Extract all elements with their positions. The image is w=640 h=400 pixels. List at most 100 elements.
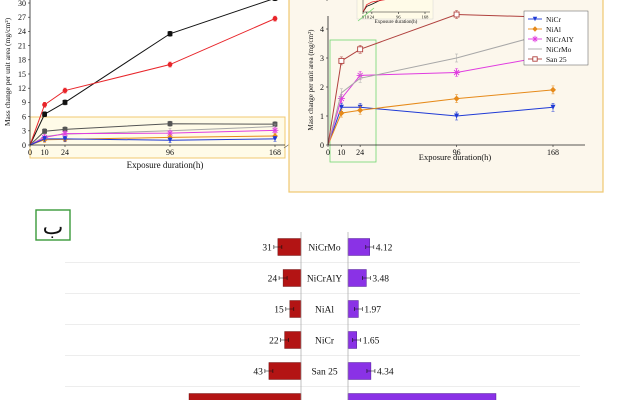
zoom-x-tick-label: 168 xyxy=(547,148,559,157)
main-point-nicraly xyxy=(271,126,279,134)
main-chart: 0 3 6 9 12 15 18 21 24 27 30 0 10 24 96 168 Exposure d… xyxy=(3,0,286,170)
right-bar-extra xyxy=(347,393,497,400)
zoom-error-bar-nicrmo xyxy=(358,74,362,83)
right-bar-error xyxy=(365,245,375,249)
main-point-san-25 xyxy=(42,128,47,134)
main-point-nicr xyxy=(272,136,278,142)
legend-label-nicrmo: NiCrMo xyxy=(546,45,572,54)
panel-label-text: ب xyxy=(43,214,64,239)
main-point-nial xyxy=(272,133,278,139)
zoom-x-tick-label: 24 xyxy=(356,148,364,157)
left-value-label: 31 xyxy=(262,244,272,254)
zoom-point-nicr xyxy=(338,104,344,110)
zoom-point-nial xyxy=(338,110,345,117)
mini-x-axis-title: Exposure duration(h) xyxy=(375,20,418,25)
zoom-error-bar-nicrmo xyxy=(339,88,343,98)
butterfly-chart: NiCrMo 31 4.12 NiCrAlY 24 3.48 NiAl 15 1.97 NiCr 2… xyxy=(65,232,580,400)
left-bar-error xyxy=(264,369,274,373)
zoom-point-nicraly xyxy=(337,95,345,103)
mini-x-tick-label: 10 xyxy=(364,15,369,20)
main-y-tick-label: 9 xyxy=(22,98,26,107)
zoom-error-bar-nicrmo xyxy=(455,53,459,63)
main-point-black xyxy=(272,0,278,1)
right-bar-error xyxy=(362,276,371,280)
main-point-red xyxy=(62,88,68,93)
zoom-y-tick-label: 2 xyxy=(320,83,324,92)
left-value-label: 15 xyxy=(274,306,284,316)
legend-marker-nial xyxy=(532,26,538,32)
main-x-axis-title: Exposure duration(h) xyxy=(127,160,204,170)
main-point-red xyxy=(42,102,47,108)
main-y-tick-label: 18 xyxy=(18,56,26,65)
main-x-tick-label: 10 xyxy=(41,148,49,157)
category-label-nial: NiAl xyxy=(315,306,334,316)
main-point-nicr xyxy=(42,136,47,142)
main-y-tick-label: 15 xyxy=(18,70,26,79)
mini-inset-bg xyxy=(356,0,434,20)
right-value-label: 4.34 xyxy=(377,368,394,378)
right-bar-error xyxy=(366,369,376,373)
main-point-red xyxy=(167,62,173,67)
left-bar-error xyxy=(280,338,289,342)
main-point-san-25 xyxy=(167,121,173,127)
legend-label-nial: NiAl xyxy=(546,25,561,34)
mini-x-tick-label: 168 xyxy=(422,15,430,20)
zoom-point-san-25 xyxy=(338,57,345,64)
zoom-point-san-25 xyxy=(357,46,364,53)
zoom-y-tick-label: 3 xyxy=(320,54,324,63)
main-point-black xyxy=(167,31,173,37)
legend-marker-nicr xyxy=(532,16,538,22)
legend-label-nicraly: NiCrAlY xyxy=(546,35,575,44)
main-x-tick-label: 24 xyxy=(61,148,69,157)
main-x-tick-label: 0 xyxy=(28,148,32,157)
right-bar-error xyxy=(352,338,362,342)
main-y-tick-label: 6 xyxy=(22,112,26,121)
main-x-tick-label: 168 xyxy=(269,148,281,157)
main-y-tick-label: 24 xyxy=(18,27,26,36)
left-bar-error xyxy=(273,245,283,249)
zoom-point-nial xyxy=(550,86,556,93)
main-y-tick-label: 3 xyxy=(22,127,26,136)
main-x-tick-label: 96 xyxy=(166,148,174,157)
zoom-point-san-25 xyxy=(453,11,460,18)
legend-label-san-25: San 25 xyxy=(546,55,567,64)
right-value-label: 3.48 xyxy=(372,275,389,285)
zoom-x-tick-label: 10 xyxy=(337,148,345,157)
category-label-nicraly: NiCrAlY xyxy=(307,275,343,285)
zoom-point-nicr xyxy=(454,113,460,119)
main-point-san-25 xyxy=(62,126,68,132)
zoom-x-tick-label: 0 xyxy=(326,148,330,157)
right-value-label: 1.97 xyxy=(364,306,381,316)
main-point-red xyxy=(272,16,278,22)
zoom-x-axis-title: Exposure duration(h) xyxy=(419,152,492,162)
left-bar-san-25 xyxy=(268,362,302,380)
main-error-bar-black xyxy=(273,0,277,2)
main-point-nicr xyxy=(62,136,68,142)
zoom-y-tick-label: 1 xyxy=(320,112,324,121)
mini-x-tick-label: 24 xyxy=(370,15,375,20)
left-bar-extra xyxy=(188,393,302,400)
main-y-tick-label: 27 xyxy=(18,13,26,22)
panel-label: ب xyxy=(35,209,71,241)
legend-label-nicr: NiCr xyxy=(546,15,562,24)
left-value-label: 24 xyxy=(268,275,278,285)
zoom-point-nicr xyxy=(550,104,556,110)
main-point-nicr xyxy=(167,137,173,143)
zoom-point-nial xyxy=(357,107,364,114)
right-bar-error xyxy=(354,307,363,311)
zoom-point-nial xyxy=(453,95,460,102)
main-point-nicraly xyxy=(61,130,69,138)
main-y-tick-label: 30 xyxy=(18,0,26,8)
left-value-label: 22 xyxy=(269,337,279,347)
legend-marker-san-25 xyxy=(532,56,538,62)
zoom-y-tick-label: 4 xyxy=(320,25,324,34)
legend-marker-nicraly xyxy=(531,35,539,43)
panel-label-box xyxy=(35,209,71,241)
main-y-tick-label: 21 xyxy=(18,41,26,50)
zoom-point-nicraly xyxy=(453,69,461,76)
main-y-tick-label: 0 xyxy=(22,141,26,150)
